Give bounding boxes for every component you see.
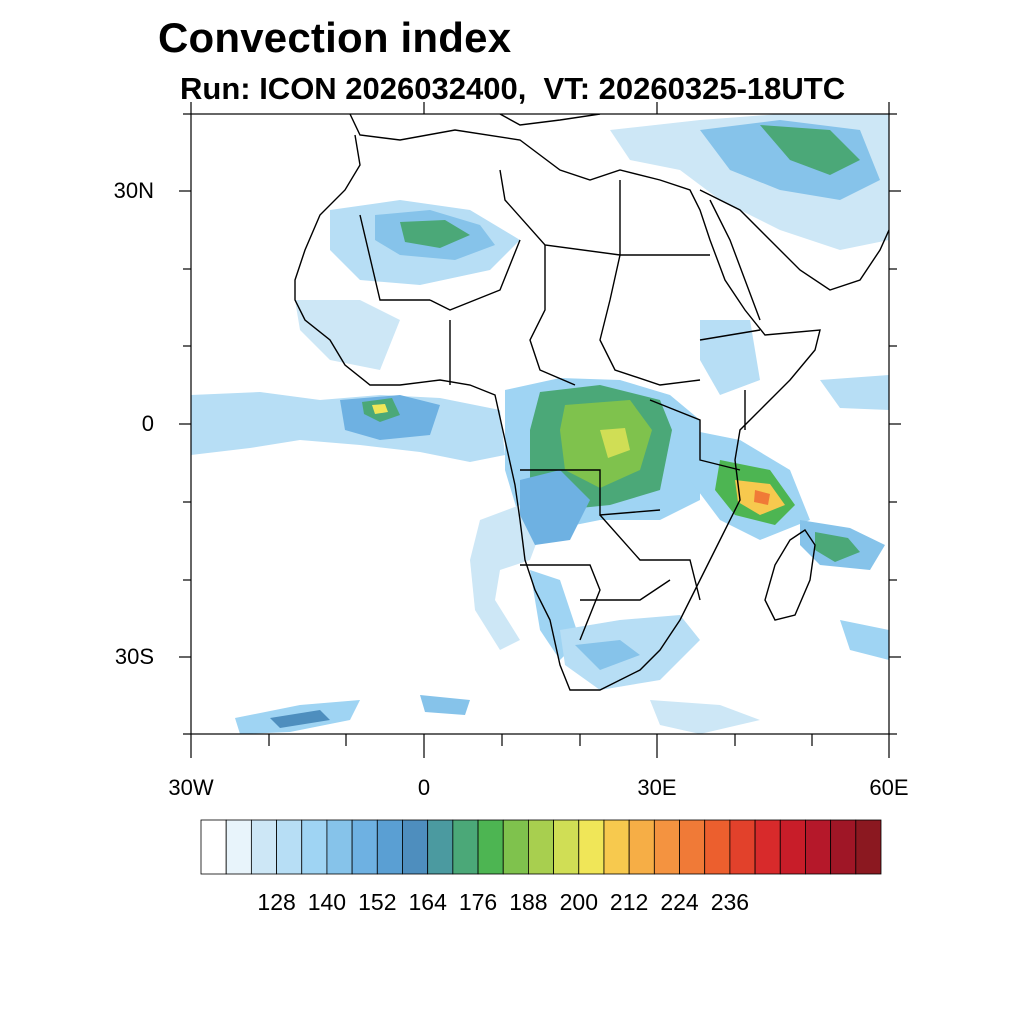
border-11 (580, 579, 671, 601)
colorbar-swatch (301, 819, 328, 875)
africa-coastline (294, 114, 821, 691)
colorbar-swatch (376, 819, 403, 875)
colorbar-swatch (679, 819, 706, 875)
lon-label-30w: 30W (168, 775, 214, 800)
colorbar-swatch (578, 819, 605, 875)
field-westafrica (295, 300, 400, 370)
colorbar-swatch (729, 819, 756, 875)
colorbar-swatch (326, 819, 353, 875)
colorbar-swatch (477, 819, 504, 875)
field-congo-peak (600, 428, 630, 458)
colorbar-swatch (855, 819, 882, 875)
border-1 (359, 214, 430, 301)
colorbar-label: 164 (408, 889, 447, 915)
colorbar-swatch (528, 819, 554, 875)
colorbar-label: 200 (559, 889, 598, 915)
field-so-east (650, 700, 760, 734)
border-5 (529, 245, 576, 386)
border-13 (699, 329, 761, 341)
colorbar-swatch (805, 819, 832, 875)
red-sea-east (709, 199, 761, 321)
colorbar-swatch (603, 819, 630, 875)
coastlines (294, 114, 889, 691)
border-9 (649, 399, 741, 471)
border-8 (520, 564, 601, 641)
lat-label-0: 0 (141, 411, 154, 436)
border-2 (429, 239, 521, 311)
border-7 (520, 469, 661, 516)
lat-label-30s: 30S (114, 644, 154, 669)
colorbar-label: 128 (257, 889, 296, 915)
lon-label-30e: 30E (637, 775, 677, 800)
colorbar-label: 224 (660, 889, 699, 915)
colorbar-swatch (830, 819, 857, 875)
colorbar-swatch (653, 819, 680, 875)
map-title: Convection index (158, 14, 512, 61)
field-mideast-core (760, 125, 860, 175)
border-3 (499, 169, 710, 256)
colorbar-swatch (276, 819, 303, 875)
colorbar-swatch (779, 819, 806, 875)
field-sa-core (575, 640, 640, 670)
field-southern-ocean-core (270, 710, 330, 728)
colorbar-swatch (427, 819, 454, 875)
colorbar-swatch (250, 819, 277, 875)
colorbar-swatch (351, 819, 378, 875)
lon-label-60e: 60E (869, 775, 909, 800)
field-sahara-core (400, 220, 470, 248)
mediterranean-north (499, 114, 601, 126)
convection-field (191, 114, 889, 734)
colorbar-swatch (553, 819, 580, 875)
field-east-south (840, 620, 889, 660)
colorbar-swatch (200, 819, 227, 875)
colorbar-swatch (402, 819, 429, 875)
madagascar-coast (764, 529, 816, 621)
field-so-mid (420, 695, 470, 715)
colorbar-label: 152 (358, 889, 397, 915)
lon-label-0: 0 (417, 775, 431, 800)
colorbar-label: 236 (710, 889, 750, 915)
field-swirl (470, 505, 545, 650)
colorbar-label: 188 (509, 889, 548, 915)
field-angola (520, 470, 590, 545)
colorbar-label: 140 (307, 889, 347, 915)
colorbar (200, 819, 882, 875)
field-indian-ocean (820, 375, 889, 410)
field-horn (700, 320, 760, 395)
field-atlantic-peak (372, 404, 388, 414)
colorbar-swatch (628, 819, 655, 875)
map-subtitle: Run: ICON 2026032400, VT: 20260325-18UTC (180, 71, 846, 106)
lat-label-30n: 30N (113, 178, 154, 203)
border-4 (599, 180, 701, 386)
colorbar-swatch (225, 819, 252, 875)
colorbar-label: 176 (458, 889, 498, 915)
field-eafrica-peak (754, 490, 770, 505)
colorbar-swatch (704, 819, 731, 875)
field-madagascar-core (815, 532, 860, 562)
colorbar-label: 212 (609, 889, 649, 915)
axis-ticks (179, 102, 901, 758)
arabia-coast (699, 189, 889, 291)
border-10 (599, 514, 701, 601)
colorbar-swatch (754, 819, 781, 875)
colorbar-swatch (502, 819, 529, 875)
colorbar-swatch (452, 819, 479, 875)
